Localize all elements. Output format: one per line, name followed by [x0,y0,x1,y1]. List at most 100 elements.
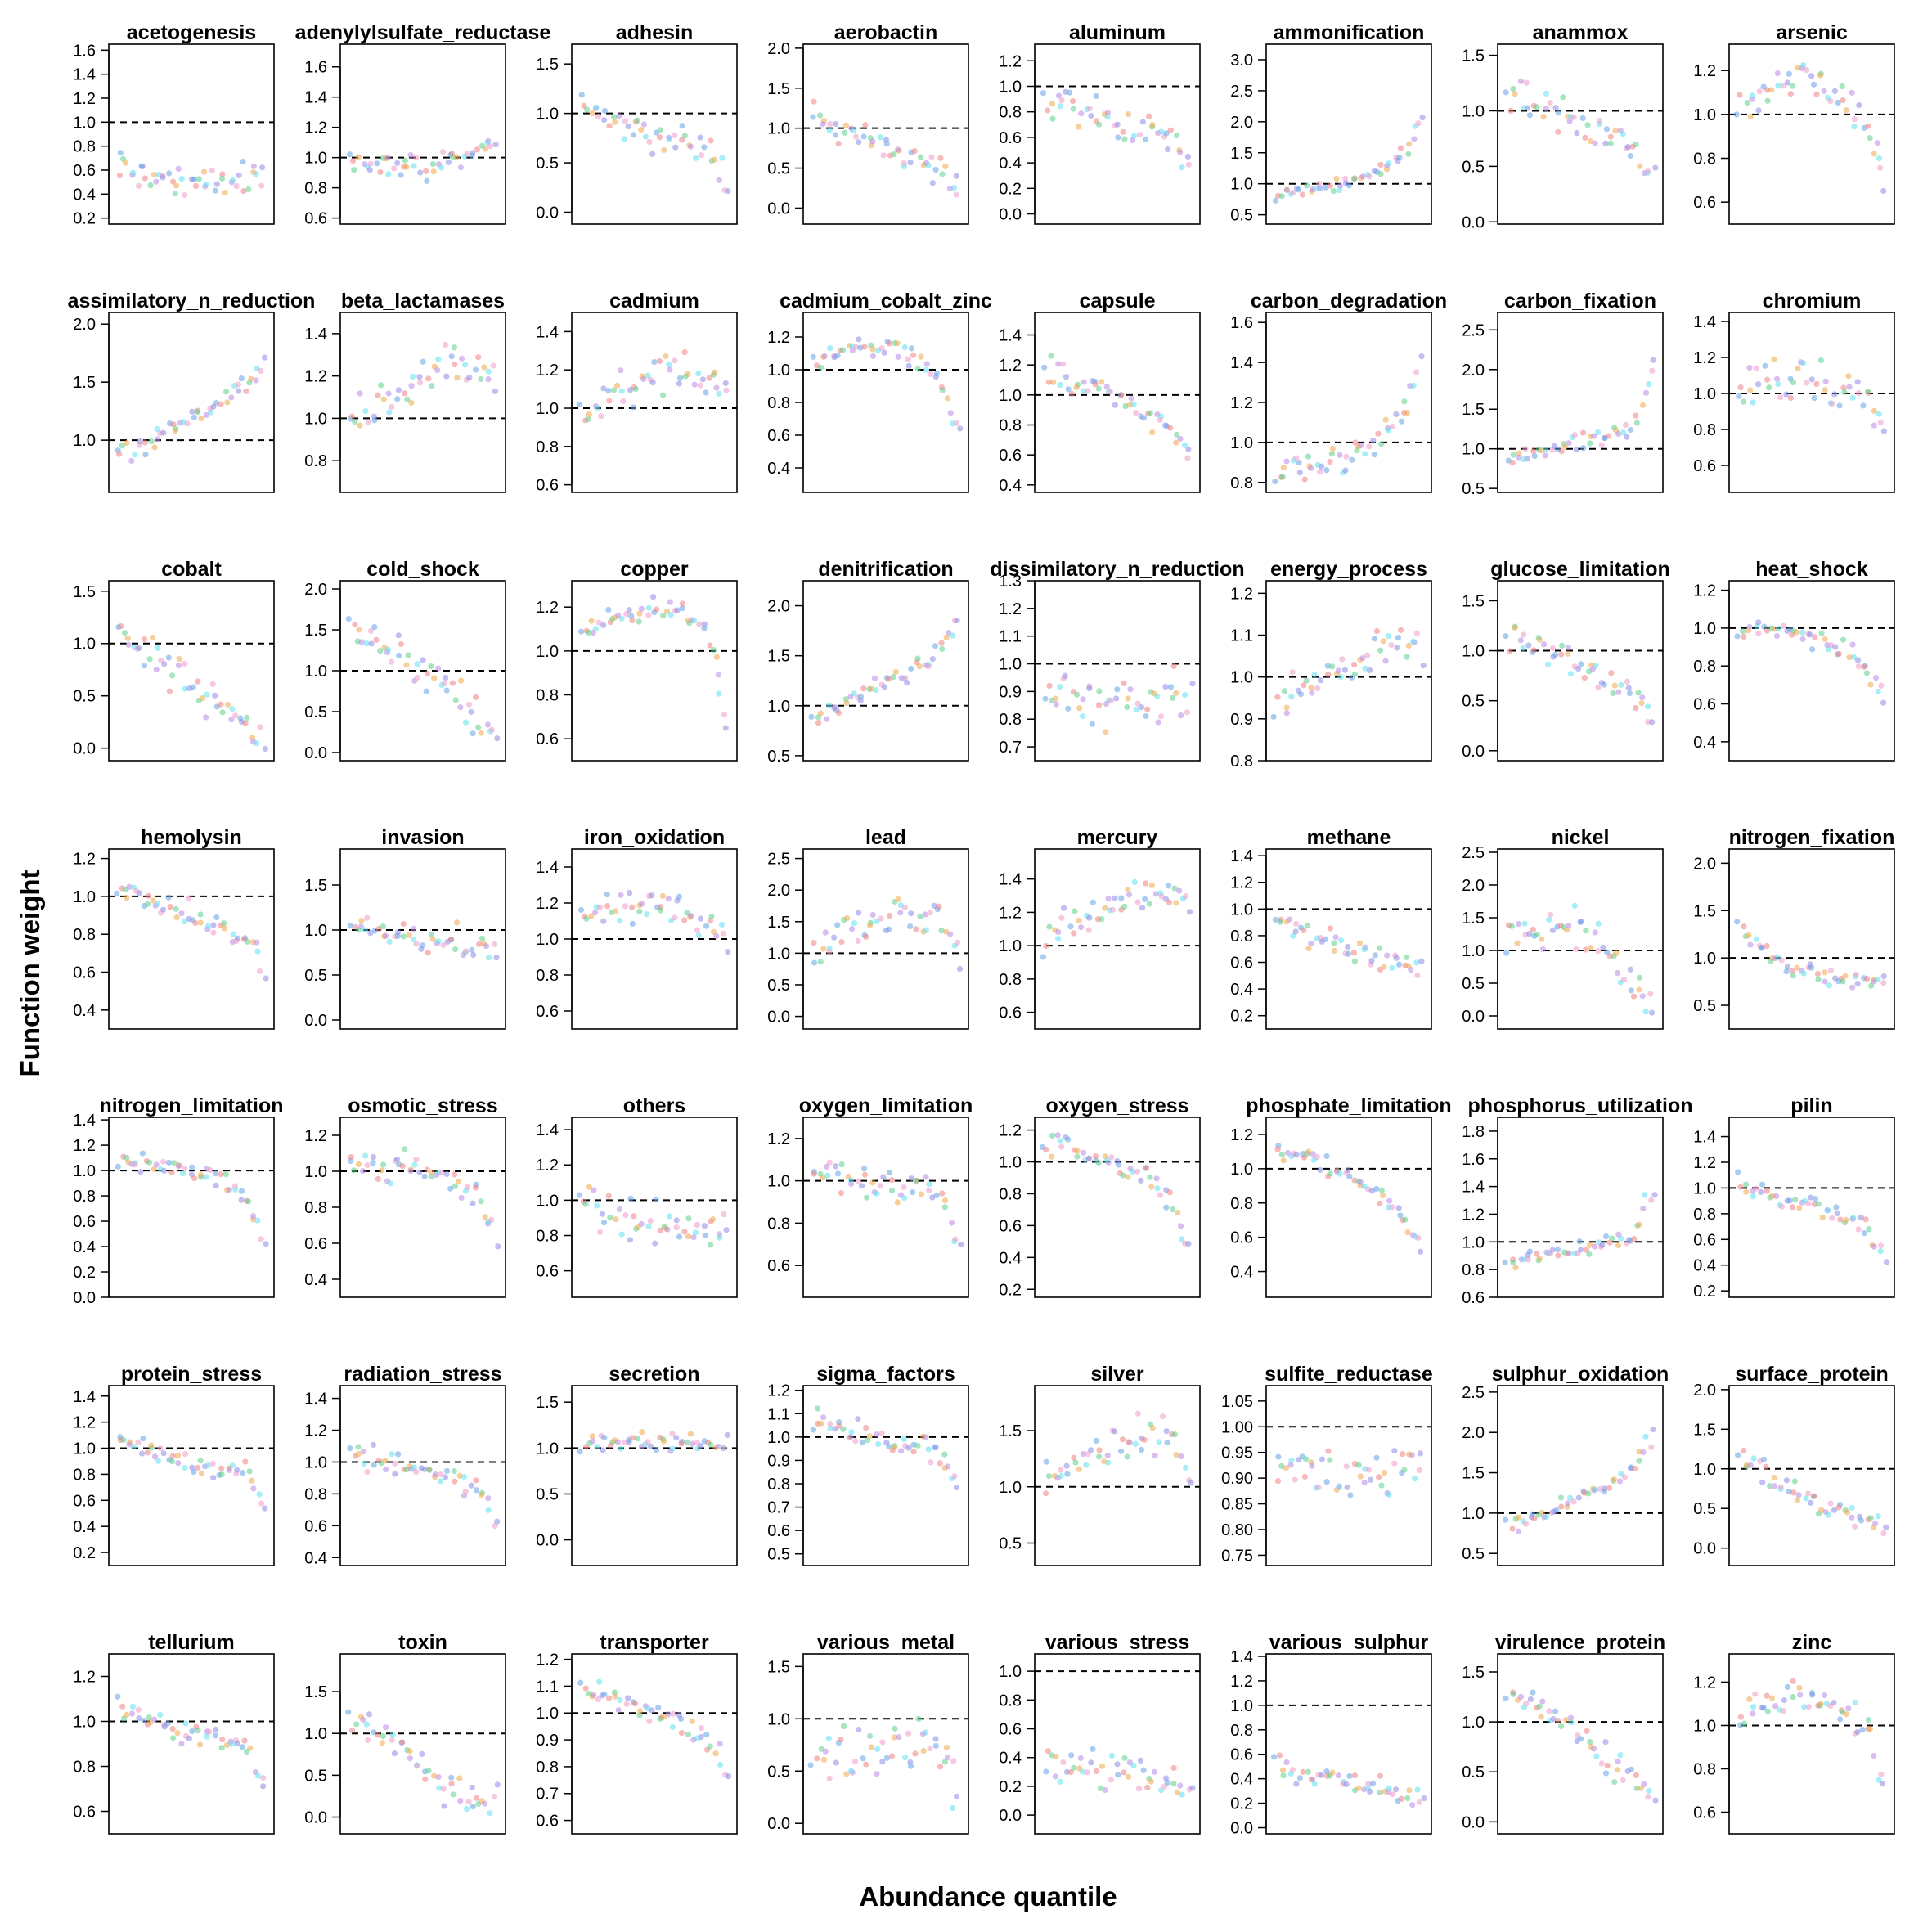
data-point [1351,1772,1359,1779]
y-tick-label: 1.3 [999,573,1022,591]
data-point [853,133,860,140]
y-tick-label: 0.2 [1693,1283,1716,1301]
y-tick-label: 0.0 [1462,213,1485,231]
panel-title: sigma_factors [816,1363,955,1386]
data-point [1043,1458,1049,1465]
panel-title: various_stress [1045,1631,1190,1654]
data-point [810,114,816,120]
y-tick-label: 1.0 [304,1163,327,1181]
data-point [448,1781,455,1787]
data-point [1565,650,1571,657]
data-point [576,401,582,408]
data-point [904,680,910,686]
panel-frame [1265,580,1432,762]
data-point [820,1414,827,1421]
data-point [1539,1698,1546,1705]
data-point [1368,957,1375,964]
data-point [1867,681,1874,688]
data-point [116,172,123,179]
data-point [1415,1234,1422,1242]
data-point [852,1438,859,1445]
data-point [601,107,608,115]
data-point [1570,1498,1577,1505]
data-point [826,1159,833,1166]
data-point [1883,1524,1889,1530]
data-point [371,417,378,424]
data-point [191,1468,197,1476]
data-point [204,923,212,929]
data-point [243,388,249,394]
data-point [1566,1494,1574,1501]
data-point [1840,978,1846,985]
points [1272,353,1425,485]
data-point [1406,1787,1413,1794]
data-point [694,1221,700,1229]
data-point [1308,940,1314,947]
data-point [1552,651,1559,658]
data-point [911,148,918,155]
data-point [1784,964,1790,970]
data-point [153,667,160,673]
data-point [950,632,956,639]
data-point [811,1170,817,1177]
data-point [1650,1426,1656,1433]
data-point [1831,88,1838,94]
data-point [1170,663,1177,670]
data-point [1784,79,1791,86]
data-point [677,1715,685,1723]
data-point [649,380,656,386]
data-point [1549,1247,1556,1253]
data-point [625,123,631,130]
data-point [218,1471,225,1478]
data-point [1317,677,1324,684]
data-point [411,163,417,169]
data-point [1280,1157,1287,1164]
points [808,617,960,726]
y-tick-label: 0.2 [1230,1008,1253,1026]
data-point [891,151,897,158]
data-point [1593,1753,1600,1759]
data-point [1070,106,1076,112]
data-point [411,936,417,942]
data-point [197,1171,204,1178]
data-point [639,1429,645,1436]
data-point [1843,107,1849,114]
data-point [1591,433,1597,439]
data-point [1279,474,1286,480]
data-point [202,714,209,721]
y-tick-label: 1.0 [767,362,790,380]
data-point [1743,1462,1750,1469]
data-point [926,1187,932,1194]
y-tick-label: 1.0 [1693,385,1716,403]
y-tick-label: 0.9 [1230,711,1253,729]
data-point [1346,1173,1353,1180]
data-point [1120,1172,1126,1179]
data-point [213,914,220,921]
data-point [382,932,389,939]
data-point [1630,993,1638,1000]
data-point [1627,152,1633,160]
y-tick-label: 1.5 [1462,401,1485,419]
data-point [164,1720,171,1727]
data-point [1777,394,1784,401]
data-point [895,146,901,153]
data-point [436,1785,443,1791]
y-tick-label: 1.2 [73,90,96,108]
data-point [1323,1479,1330,1485]
y-tick-label: 1.0 [1462,643,1485,661]
data-point [490,362,496,369]
data-point [245,938,251,945]
data-point [235,381,241,388]
data-point [1553,1507,1560,1513]
data-point [1649,367,1656,374]
data-point [697,134,703,141]
panel-title: toxin [398,1631,447,1654]
data-point [1755,107,1762,114]
data-point [649,892,655,899]
data-point [1603,126,1611,133]
data-point [874,1771,880,1777]
data-point [1097,1785,1103,1792]
